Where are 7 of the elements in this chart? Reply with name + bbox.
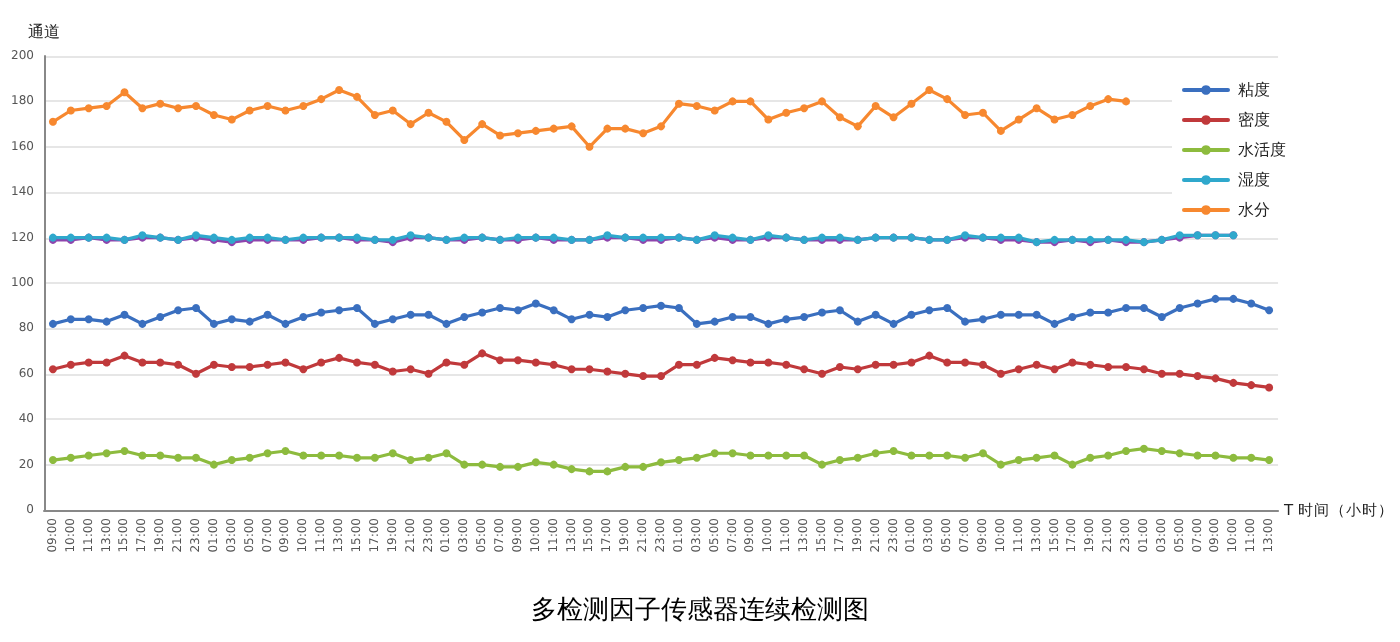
legend-label: 湿度	[1238, 171, 1270, 189]
legend-label: 密度	[1238, 111, 1270, 129]
y-axis-title: 通道	[28, 23, 60, 41]
legend-label: 水分	[1238, 201, 1270, 219]
legend-label: 粘度	[1238, 81, 1270, 99]
legend-label: 水活度	[1238, 141, 1286, 159]
text: 多检测因子传感器连续检测图	[531, 596, 869, 626]
